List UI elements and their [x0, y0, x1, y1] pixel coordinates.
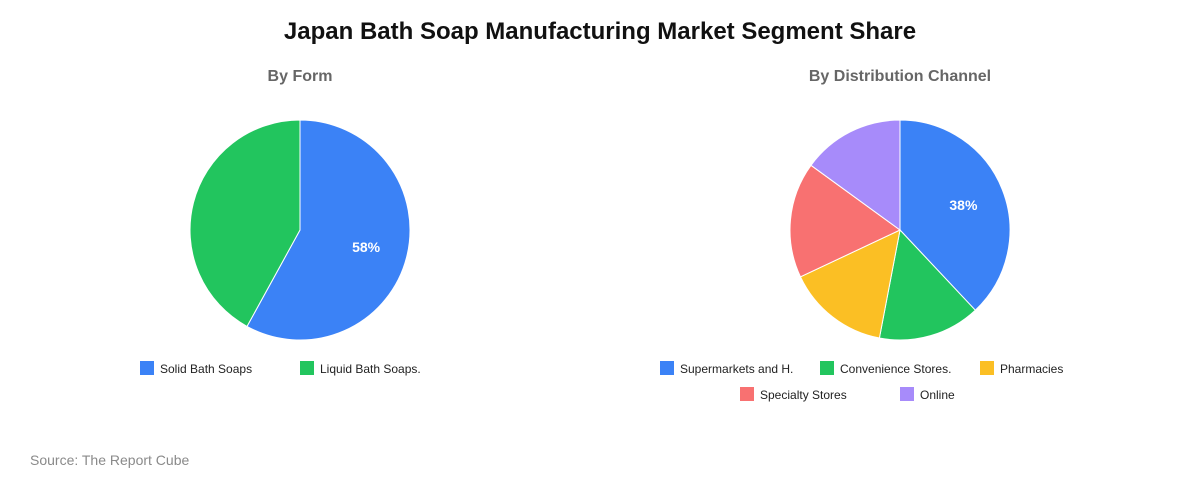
legend-label: Online	[920, 388, 955, 402]
legend-item-convenience-stores: Convenience Stores.	[820, 361, 951, 376]
chart-title-by-form: By Form	[267, 68, 333, 85]
legend-swatch	[900, 387, 914, 401]
legend-label: Solid Bath Soaps	[160, 362, 252, 376]
pie-by-distribution-channel: 38% Supermarkets and H. Convenience Stores…	[660, 119, 1063, 402]
legend-item-pharmacies: Pharmacies	[980, 361, 1063, 376]
page-title: Japan Bath Soap Manufacturing Market Seg…	[283, 18, 917, 45]
slice-online	[810, 119, 901, 231]
data-label-solid-bath-soaps: 58%	[352, 239, 381, 255]
legend-item-solid-bath-soaps: Solid Bath Soaps	[140, 361, 252, 376]
legend-item-liquid-bath-soaps: Liquid Bath Soaps.	[300, 361, 421, 376]
legend-swatch	[300, 361, 314, 375]
legend-swatch	[740, 387, 754, 401]
legend-item-online: Online	[900, 387, 955, 402]
legend-label: Supermarkets and H.	[680, 362, 793, 376]
slice-supermarkets-and-h	[899, 119, 1011, 311]
slice-liquid-bath-soaps	[189, 119, 301, 328]
legend-label: Pharmacies	[1000, 362, 1063, 376]
slice-specialty-stores	[789, 164, 901, 278]
legend-label: Convenience Stores.	[840, 362, 951, 376]
slice-convenience-stores	[878, 228, 977, 341]
legend-swatch	[980, 361, 994, 375]
legend-item-supermarkets-and-h: Supermarkets and H.	[660, 361, 793, 376]
source-note: Source: The Report Cube	[30, 452, 190, 468]
legend-swatch	[140, 361, 154, 375]
chart-title-by-distribution-channel: By Distribution Channel	[808, 68, 992, 85]
legend-swatch	[660, 361, 674, 375]
slice-solid-bath-soaps	[246, 119, 411, 341]
legend-label: Liquid Bath Soaps.	[320, 362, 421, 376]
slice-pharmacies	[799, 229, 901, 339]
pie-by-form: 58% Solid Bath Soaps Liquid Bath Soaps.	[140, 119, 421, 376]
data-label-supermarkets-and-h: 38%	[949, 197, 978, 213]
legend-item-specialty-stores: Specialty Stores	[740, 387, 847, 402]
legend-label: Specialty Stores	[760, 388, 847, 402]
legend-swatch	[820, 361, 834, 375]
